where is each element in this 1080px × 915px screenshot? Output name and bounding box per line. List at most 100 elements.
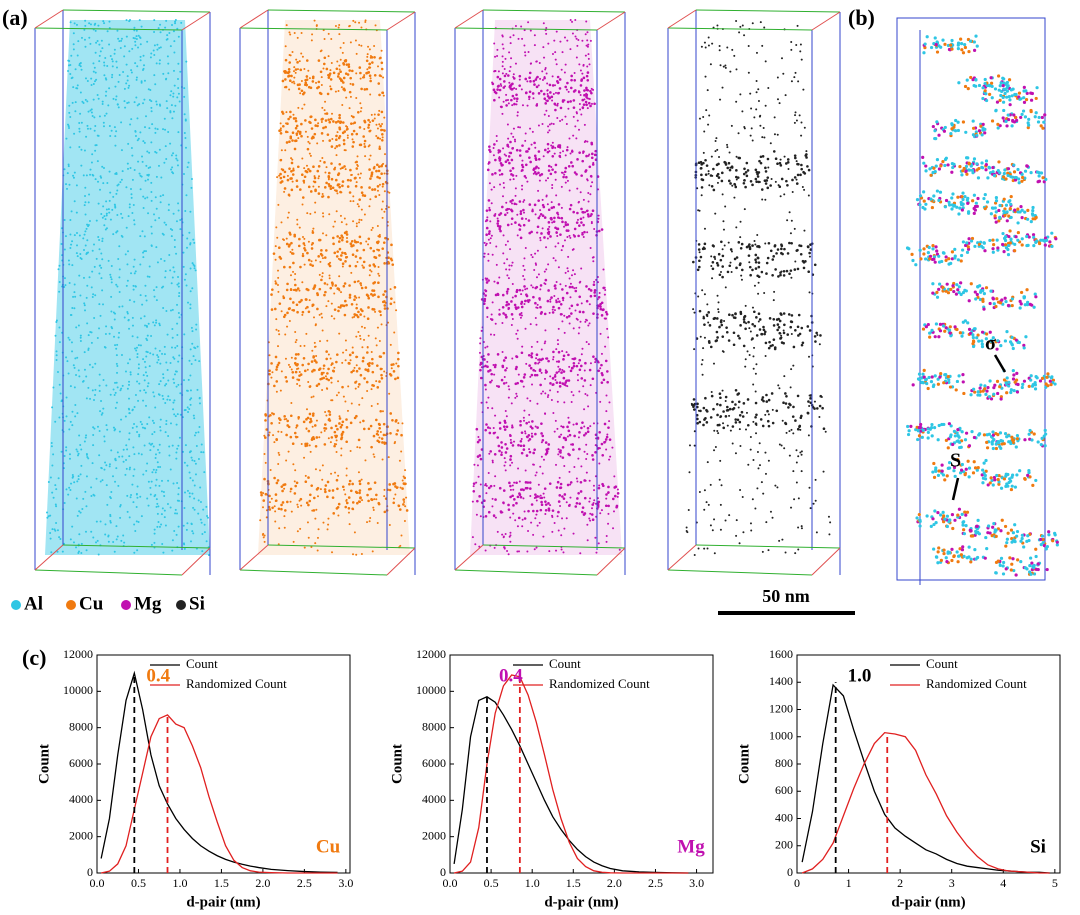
atom <box>163 345 166 348</box>
atom <box>342 395 345 398</box>
atom <box>157 393 160 396</box>
atom <box>320 312 323 315</box>
atom <box>569 203 573 207</box>
atom <box>338 332 341 335</box>
atom <box>542 92 546 96</box>
atom <box>179 228 182 231</box>
atom <box>529 29 532 32</box>
atom <box>561 517 564 520</box>
atom <box>346 134 349 137</box>
atom <box>585 443 588 446</box>
atom <box>176 164 179 167</box>
atom <box>535 60 538 63</box>
atom <box>784 551 787 554</box>
atom <box>599 512 602 515</box>
atom <box>547 208 551 212</box>
atom <box>341 485 345 489</box>
atom <box>175 533 178 536</box>
atom <box>175 154 178 157</box>
atom <box>503 80 506 83</box>
atom <box>498 157 502 160</box>
atom <box>475 427 479 431</box>
atom <box>783 447 786 450</box>
atom <box>381 91 384 95</box>
atom <box>535 85 539 89</box>
atom <box>506 292 509 295</box>
atom <box>533 154 537 158</box>
atom <box>83 351 86 354</box>
atom <box>701 373 704 376</box>
atom <box>143 315 146 318</box>
atom <box>77 478 80 481</box>
atom <box>198 425 201 428</box>
atom <box>356 501 359 505</box>
atom <box>816 333 819 336</box>
atom <box>557 350 561 354</box>
atom <box>602 286 605 290</box>
atom <box>585 95 588 99</box>
atom <box>382 293 385 296</box>
atom <box>293 70 296 73</box>
atom <box>580 79 583 82</box>
atom <box>71 264 74 267</box>
atom <box>298 60 301 63</box>
atom <box>537 483 540 486</box>
atom <box>763 26 766 29</box>
atom <box>528 156 531 159</box>
atom <box>549 375 552 378</box>
atom <box>166 503 169 506</box>
atom <box>113 394 116 397</box>
atom <box>129 166 132 169</box>
atom <box>591 458 595 461</box>
atom <box>175 451 178 454</box>
atom <box>583 89 586 92</box>
atom <box>125 82 128 85</box>
atom <box>178 295 181 298</box>
atom <box>146 374 149 377</box>
atom <box>399 544 402 547</box>
atom <box>570 274 573 277</box>
atom <box>387 256 390 259</box>
atom <box>285 417 288 420</box>
atom <box>578 326 581 329</box>
atom <box>60 450 63 453</box>
atom <box>371 289 374 292</box>
atom <box>588 165 592 169</box>
atom <box>561 171 564 174</box>
atom <box>184 146 187 149</box>
atom <box>331 186 335 190</box>
atom <box>123 87 126 90</box>
atom <box>352 195 355 198</box>
atom <box>518 74 522 78</box>
atom <box>795 481 798 484</box>
atom <box>512 34 515 37</box>
atom <box>268 354 271 357</box>
atom <box>289 487 293 491</box>
atom <box>375 498 378 501</box>
atom <box>310 545 313 548</box>
atom <box>707 44 710 47</box>
atom <box>337 309 340 313</box>
atom <box>697 547 700 550</box>
atom <box>540 348 543 351</box>
atom <box>110 278 113 281</box>
atom <box>533 34 536 37</box>
atom <box>306 305 309 309</box>
atom <box>587 57 590 60</box>
atom <box>69 21 72 24</box>
atom <box>316 536 319 539</box>
atom <box>383 488 386 491</box>
atom <box>382 162 385 165</box>
atom <box>523 302 526 305</box>
atom <box>566 39 569 42</box>
atom <box>745 322 748 325</box>
atom <box>356 155 359 158</box>
atom <box>305 332 308 335</box>
atom <box>150 110 153 113</box>
atom <box>363 74 366 77</box>
atom <box>504 160 508 163</box>
atom <box>136 336 139 339</box>
atom <box>355 222 358 225</box>
atom <box>554 178 557 181</box>
atom <box>274 245 277 248</box>
